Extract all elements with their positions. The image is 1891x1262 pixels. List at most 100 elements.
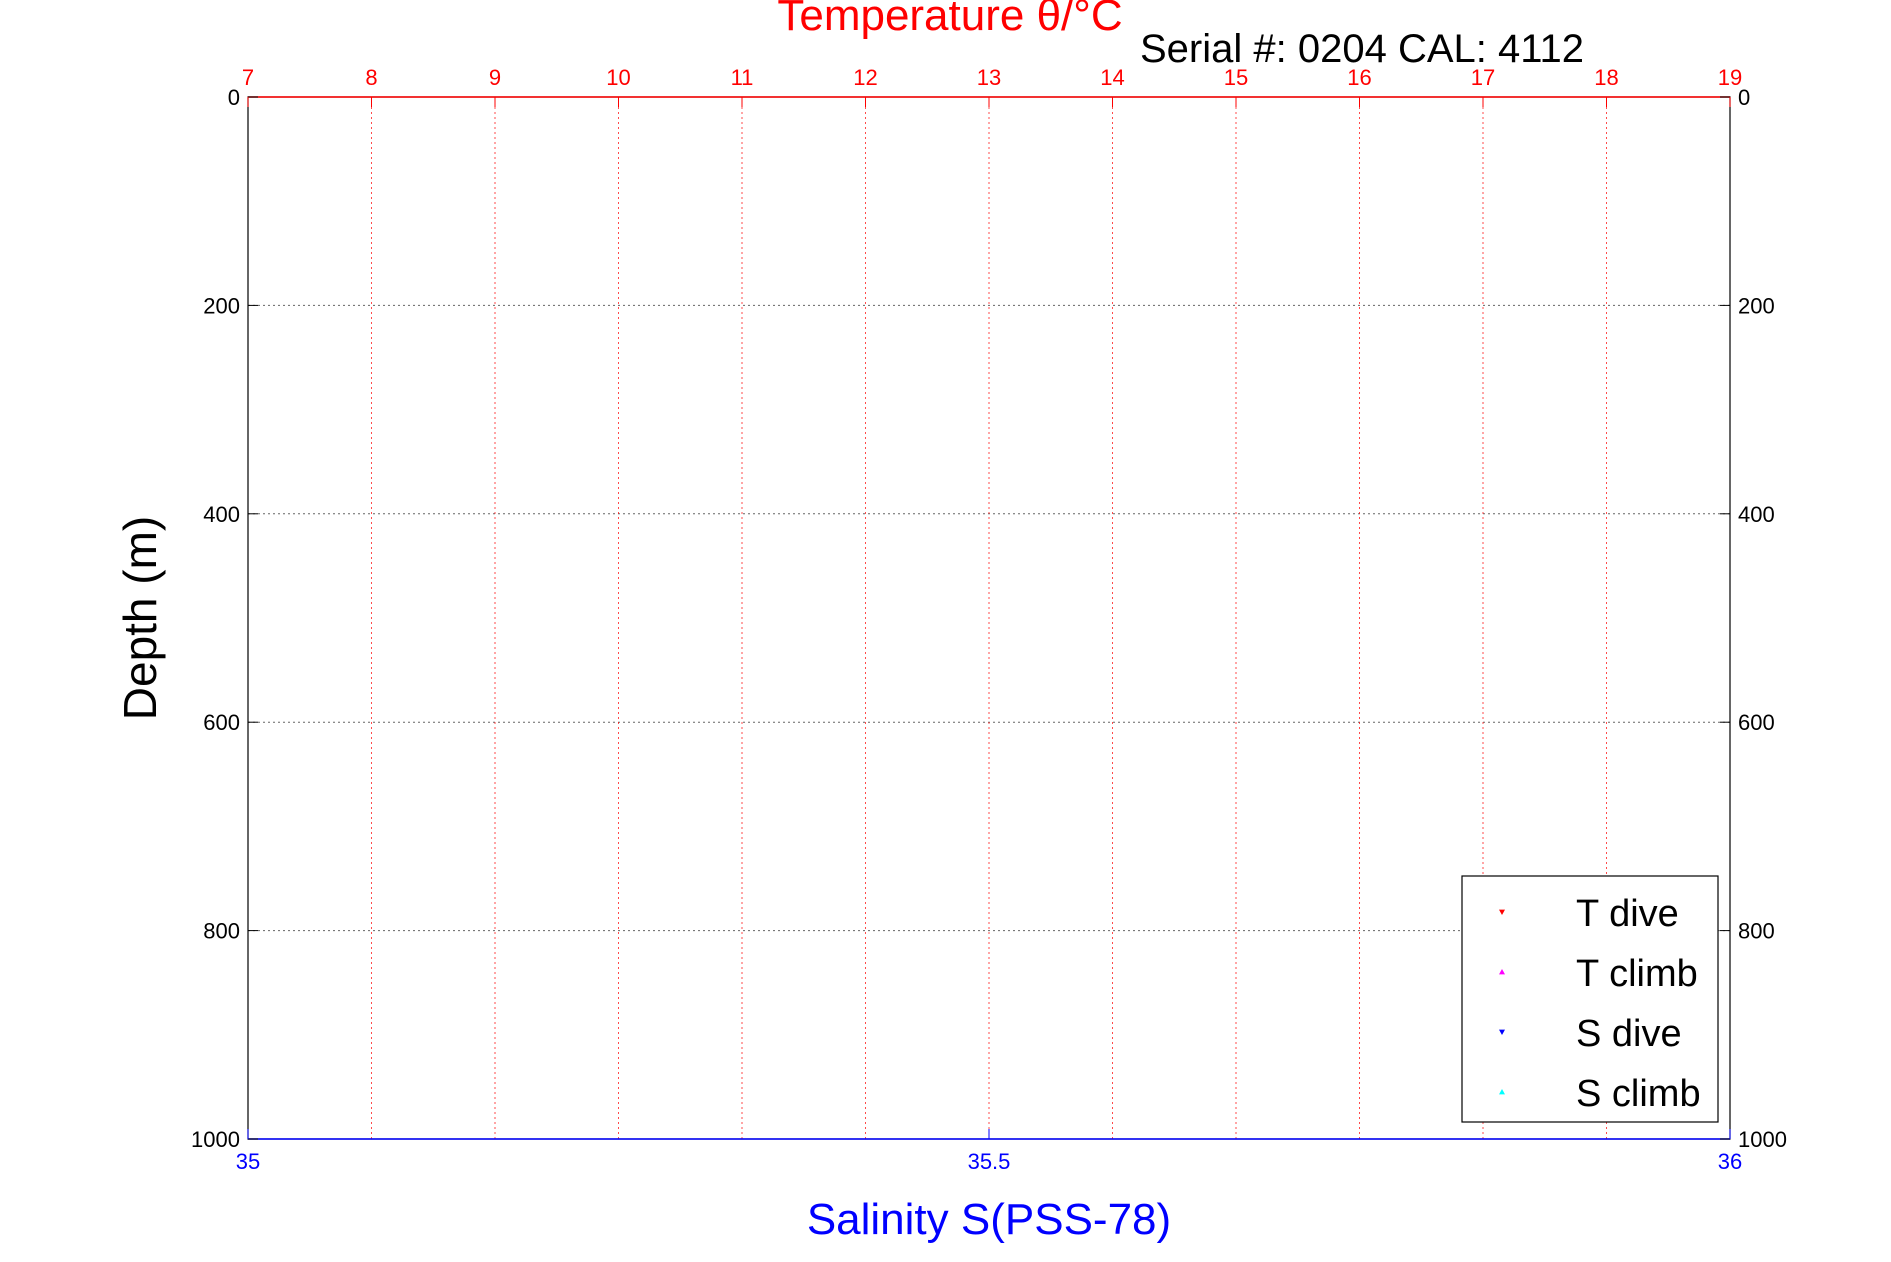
data-point	[1016, 1018, 1019, 1021]
data-point	[914, 0, 917, 501]
data-point	[1085, 0, 1088, 224]
data-point	[815, 0, 818, 320]
legend-marker	[1499, 969, 1505, 975]
data-point	[972, 0, 976, 369]
data-point	[879, 0, 883, 199]
data-point	[897, 538, 901, 542]
data-point	[1100, 0, 1104, 160]
data-point	[801, 407, 804, 410]
legend-marker	[1499, 1029, 1505, 1035]
data-point	[525, 789, 528, 792]
data-point	[749, 844, 752, 848]
data-point	[863, 0, 866, 1112]
data-point	[733, 833, 736, 836]
data-point	[543, 770, 546, 774]
data-point	[931, 0, 935, 553]
data-point	[986, 0, 990, 408]
legend-label: S dive	[1576, 1013, 1682, 1055]
data-point	[572, 699, 576, 702]
data-point	[882, 570, 886, 573]
data-point	[942, 0, 945, 471]
data-point	[820, 597, 823, 600]
salinity-tick-label: 36	[1718, 1149, 1742, 1174]
data-point	[755, 705, 758, 708]
temperature-tick-label: 19	[1718, 65, 1742, 90]
data-point	[961, 0, 964, 336]
data-point	[503, 0, 507, 806]
data-point	[1040, 0, 1044, 1047]
depth-tick-label-right: 800	[1738, 919, 1775, 944]
data-point	[1101, 0, 1105, 219]
data-point	[1016, 1013, 1019, 1017]
data-point	[632, 638, 635, 642]
data-point	[583, 689, 587, 693]
data-point	[961, 0, 964, 313]
data-point	[858, 582, 861, 585]
data-point	[728, 0, 731, 918]
data-point	[838, 990, 841, 994]
data-point	[732, 0, 735, 540]
data-point	[1141, 0, 1144, 171]
data-point	[509, 0, 512, 797]
data-point	[690, 905, 693, 908]
data-point	[384, 0, 387, 927]
data-point	[1045, 0, 1049, 1054]
data-point	[767, 0, 771, 661]
data-point	[711, 0, 715, 737]
data-point	[544, 0, 547, 725]
chart-subtitle: Serial #: 0204 CAL: 4112	[1140, 27, 1584, 71]
data-point	[550, 0, 554, 719]
data-point	[690, 886, 693, 889]
data-point	[795, 0, 799, 681]
data-point	[818, 0, 822, 619]
data-point	[798, 0, 802, 413]
depth-tick-label-right: 400	[1738, 502, 1775, 527]
temperature-tick-label: 9	[489, 65, 501, 90]
data-point	[607, 666, 611, 669]
data-point	[934, 469, 938, 473]
data-point	[881, 0, 885, 196]
data-point	[718, 579, 721, 583]
data-point	[641, 631, 644, 635]
chart-title: Temperature θ/°C	[777, 0, 1122, 40]
depth-tick-label-right: 200	[1738, 293, 1775, 318]
data-point	[548, 754, 551, 757]
data-point	[728, 565, 731, 569]
data-point	[762, 666, 766, 669]
data-point	[897, 547, 901, 551]
data-point	[965, 388, 968, 392]
data-point	[790, 0, 794, 677]
data-point	[779, 0, 782, 710]
data-point	[733, 547, 736, 551]
data-point	[592, 682, 595, 686]
data-point	[935, 0, 939, 567]
data-point	[515, 805, 518, 808]
depth-tick-label-left: 400	[203, 502, 240, 527]
data-point	[910, 523, 914, 526]
data-point	[690, 907, 693, 910]
data-point	[667, 939, 670, 943]
data-point	[686, 912, 690, 915]
data-point	[728, 0, 731, 560]
data-point	[550, 724, 553, 727]
data-point	[1141, 0, 1144, 208]
data-point	[822, 0, 826, 295]
data-point	[742, 840, 746, 843]
data-point	[999, 1044, 1003, 1047]
data-point	[815, 326, 819, 329]
data-point	[767, 0, 771, 654]
data-point	[485, 0, 489, 830]
data-point	[498, 0, 501, 816]
data-point	[555, 0, 559, 714]
legend-marker	[1499, 1089, 1505, 1095]
data-point	[422, 0, 426, 881]
depth-tick-label-left: 200	[203, 293, 240, 318]
data-point	[465, 0, 468, 843]
data-point	[406, 0, 409, 908]
data-point	[779, 0, 782, 846]
data-point	[492, 0, 496, 825]
data-point	[1001, 1009, 1004, 1012]
data-point	[759, 664, 762, 667]
data-point	[552, 722, 555, 725]
data-point	[662, 946, 665, 950]
